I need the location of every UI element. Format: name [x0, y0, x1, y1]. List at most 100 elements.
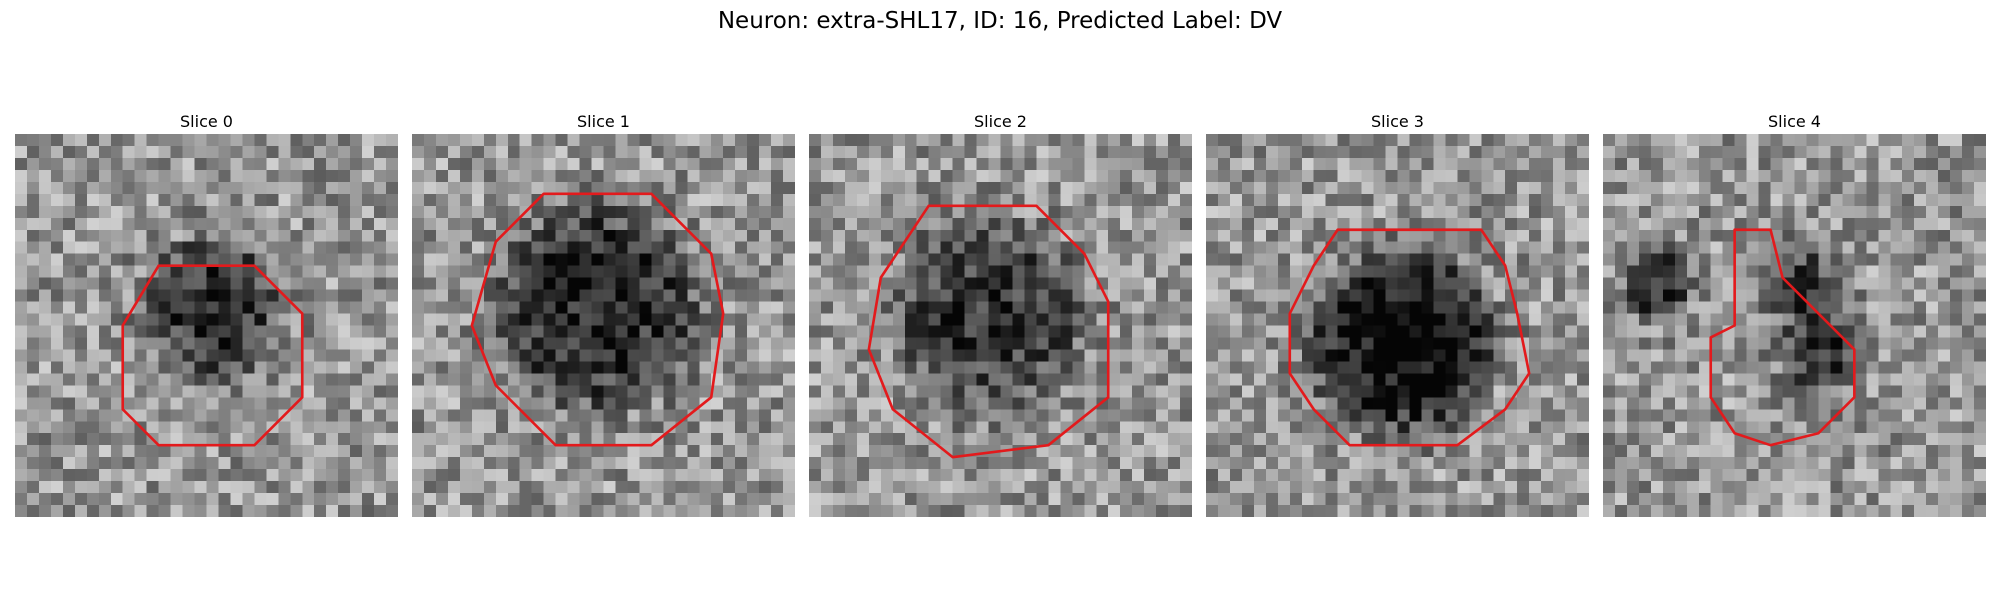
pixel [1168, 445, 1181, 458]
pixel [386, 385, 398, 398]
pixel [1072, 337, 1085, 350]
pixel [1253, 289, 1267, 302]
pixel [723, 265, 736, 278]
pixel [435, 397, 449, 410]
pixel [952, 229, 965, 242]
pixel [1541, 373, 1554, 386]
pixel [110, 397, 123, 410]
pixel [1253, 193, 1267, 207]
pixel [809, 217, 822, 230]
pixel [1806, 193, 1819, 207]
pixel [386, 157, 398, 171]
pixel [1206, 205, 1219, 219]
pixel [1662, 277, 1676, 290]
pixel [471, 421, 485, 434]
pixel [579, 433, 592, 446]
pixel [1277, 349, 1291, 362]
pixel [1048, 193, 1061, 207]
pixel [1229, 313, 1243, 326]
pixel [98, 145, 111, 159]
pixel [1012, 193, 1025, 207]
pixel [1698, 409, 1711, 422]
pixel [531, 433, 544, 446]
pixel [1168, 277, 1181, 290]
pixel [844, 373, 858, 386]
pixel [1144, 157, 1157, 171]
pixel [170, 157, 183, 171]
pixel [567, 397, 580, 410]
pixel [868, 169, 882, 183]
pixel [1866, 145, 1879, 159]
pixel [1445, 134, 1458, 147]
pixel [26, 229, 40, 242]
pixel [1000, 169, 1013, 183]
pixel [1974, 337, 1986, 350]
pixel [1024, 229, 1037, 242]
pixel [1974, 373, 1986, 386]
pixel [507, 361, 520, 374]
pixel [146, 193, 159, 207]
pixel [242, 421, 255, 434]
pixel [302, 134, 315, 147]
pixel [1084, 457, 1097, 470]
pixel [976, 157, 989, 171]
pixel [350, 325, 363, 338]
pixel [1626, 134, 1640, 147]
pixel [988, 481, 1001, 494]
pixel [639, 205, 652, 219]
pixel [1156, 157, 1169, 171]
pixel [1854, 229, 1867, 242]
pixel [1469, 433, 1482, 446]
pixel [1638, 313, 1652, 326]
pixel [326, 205, 339, 219]
pixel [928, 301, 941, 314]
pixel [1156, 241, 1169, 254]
pixel [386, 265, 398, 278]
pixel [1529, 181, 1542, 195]
pixel [1830, 157, 1843, 171]
pixel [1241, 134, 1255, 147]
pixel [1603, 277, 1616, 290]
pixel [230, 493, 243, 506]
pixel [350, 265, 363, 278]
pixel [1830, 373, 1843, 386]
pixel [15, 481, 28, 494]
pixel [1120, 349, 1133, 362]
pixel [1481, 349, 1494, 362]
pixel [1253, 134, 1267, 147]
pixel [1553, 229, 1566, 242]
pixel [952, 313, 965, 326]
pixel [1206, 493, 1219, 506]
pixel [146, 169, 159, 183]
pixel [86, 265, 100, 278]
pixel [74, 145, 88, 159]
pixel [639, 265, 652, 278]
pixel [1926, 445, 1939, 458]
pixel [1950, 289, 1963, 302]
pixel [483, 505, 497, 517]
pixel [1277, 457, 1291, 470]
pixel [964, 349, 977, 362]
pixel [1950, 241, 1963, 254]
pixel [651, 445, 664, 458]
pixel [1433, 373, 1446, 386]
pixel [1012, 325, 1025, 338]
pixel [651, 325, 664, 338]
pixel [483, 493, 497, 506]
pixel [1686, 433, 1699, 446]
pixel [1180, 445, 1192, 458]
pixel [266, 265, 279, 278]
pixel [1132, 169, 1145, 183]
pixel [1686, 253, 1699, 266]
pixel [699, 169, 712, 183]
pixel [591, 421, 604, 434]
pixel [1722, 373, 1735, 386]
pixel [771, 325, 784, 338]
pixel [531, 253, 544, 266]
pixel [158, 277, 171, 290]
pixel [1096, 145, 1109, 159]
pixel [832, 481, 846, 494]
pixel [1577, 205, 1589, 219]
pixel [1265, 169, 1279, 183]
pixel [1626, 325, 1640, 338]
